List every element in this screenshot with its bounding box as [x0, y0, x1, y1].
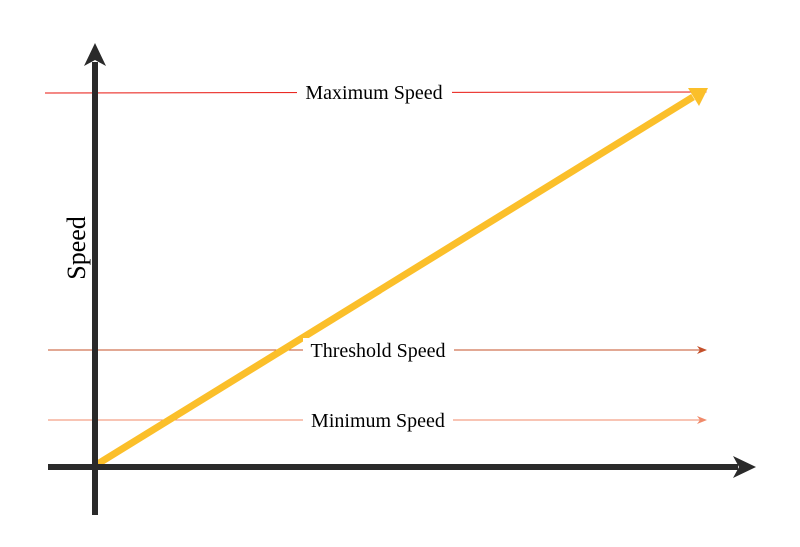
x-axis [48, 456, 756, 478]
x-axis-arrowhead [733, 456, 756, 478]
y-axis-title: Speed [62, 216, 91, 280]
threshold-speed-label: Threshold Speed [311, 340, 446, 362]
maximum-speed-label: Maximum Speed [305, 82, 442, 104]
y-axis [84, 43, 106, 515]
y-axis-arrowhead [84, 43, 106, 66]
minimum-speed-label-group: Minimum Speed [303, 408, 453, 432]
speed-ramp-arrow [94, 88, 708, 468]
maximum-speed-label-group: Maximum Speed [297, 80, 452, 104]
minimum-speed-label: Minimum Speed [311, 410, 445, 432]
threshold-speed-label-group: Threshold Speed [303, 338, 454, 362]
